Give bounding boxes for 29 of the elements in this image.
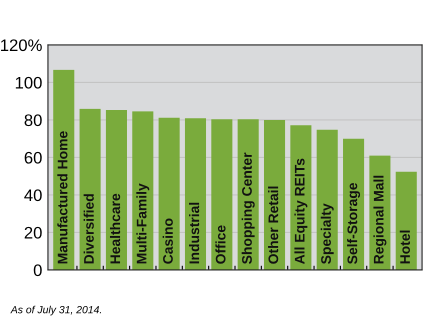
y-tick-label: 120% <box>1 39 42 52</box>
x-tick-label: All Equity REITs <box>294 158 308 264</box>
x-tick-label: Hotel <box>400 230 410 264</box>
x-tick-label: Industrial <box>189 202 200 264</box>
y-tick-label: 40 <box>24 189 42 202</box>
x-tick-label: Healthcare <box>110 194 120 264</box>
bar <box>211 119 232 270</box>
text: As of July 31, 2014. <box>10 306 102 316</box>
bar <box>80 108 101 270</box>
x-tick-label: Regional Mall <box>373 176 386 264</box>
x-tick-label: Other Retail <box>268 186 278 264</box>
y-tick-label: 100 <box>16 76 42 89</box>
y-tick-label: 60 <box>24 152 42 164</box>
x-tick-label: Diversified <box>84 194 94 264</box>
x-tick-label: Specialty <box>320 203 334 264</box>
x-tick-label: Casino <box>162 218 173 264</box>
y-tick-label: 20 <box>24 226 42 239</box>
bar <box>158 118 180 270</box>
y-tick-label: 80 <box>24 114 42 126</box>
x-tick-label: Multi-Family <box>136 183 150 264</box>
bar <box>106 110 127 270</box>
x-tick-label: Shopping Center <box>242 152 255 264</box>
y-tick-label: 0 <box>34 264 42 276</box>
x-tick-label: Office <box>215 225 226 264</box>
bar <box>316 130 338 270</box>
x-tick-label: Self-Storage <box>347 182 360 264</box>
x-tick-label: Manufactured Home <box>57 131 68 264</box>
bar <box>184 118 206 270</box>
bar <box>396 172 417 270</box>
